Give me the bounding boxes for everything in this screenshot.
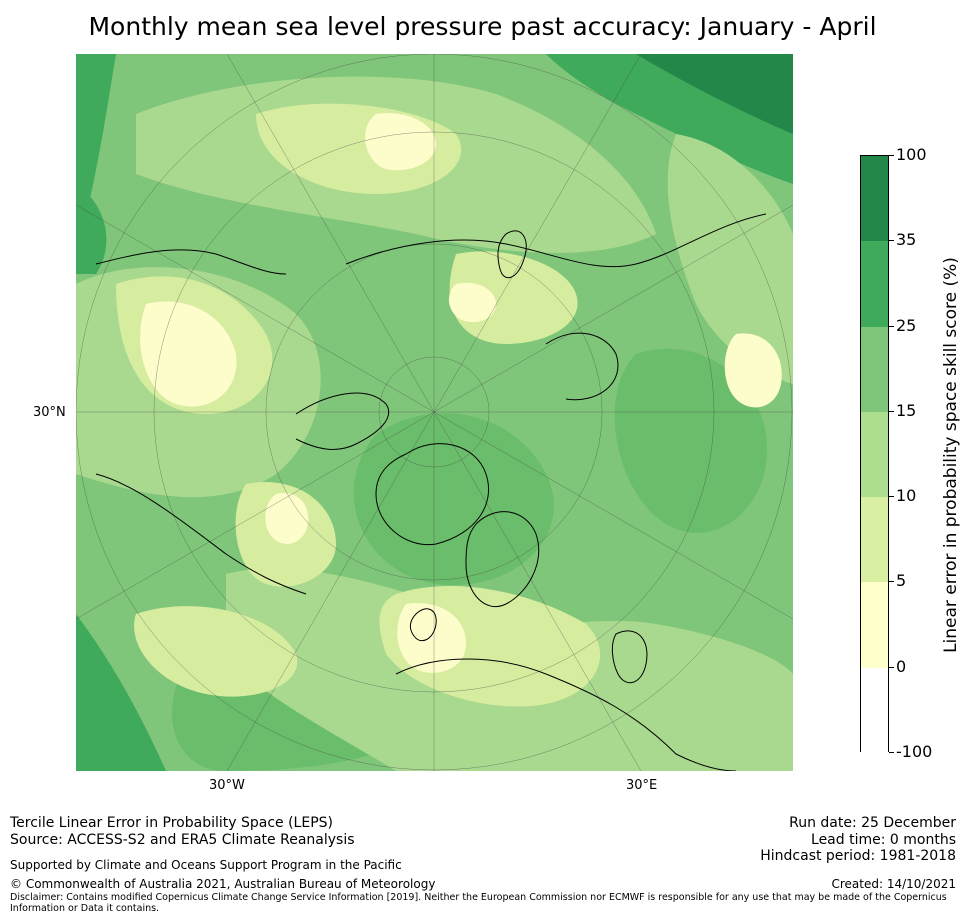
colorbar-tick-label: 5 [896, 571, 907, 591]
cream-spot-europe [397, 603, 466, 673]
mid-patch-center [353, 413, 554, 586]
coastlines [95, 213, 767, 771]
pale-field-siberia [449, 251, 578, 344]
north-america-coast [95, 473, 307, 595]
meridian-30e [433, 411, 642, 771]
colorbar-tick-label: 25 [896, 315, 917, 335]
cream-spot-arctic [448, 282, 496, 323]
light-field-southeast [605, 665, 793, 771]
footer-created: Created: 14/10/2021 [831, 877, 956, 891]
europe-coast [395, 658, 737, 771]
footer-source: Source: ACCESS-S2 and ERA5 Climate Reana… [10, 832, 355, 848]
meridian-150w [226, 54, 435, 413]
colorbar-segment [861, 411, 888, 498]
mid-patch-east [614, 348, 768, 533]
colorbar-segment [861, 326, 888, 413]
footer-disclaimer: Disclaimer: Contains modified Copernicus… [10, 892, 947, 914]
colorbar-tick-label: 0 [896, 656, 907, 676]
colorbar-tick-label: -100 [896, 742, 933, 761]
colorbar-tick-label: 100 [896, 145, 927, 164]
colorbar-tick-mark [889, 240, 894, 242]
colorbar-tick-label: 10 [896, 486, 917, 506]
novaya-zemlya-coast [497, 230, 527, 279]
dark-field-bottom-left [76, 614, 166, 771]
colorbar-tick-label: 35 [896, 230, 917, 250]
darkest-field-top-right [636, 54, 793, 134]
footer-run-date: Run date: 25 December [789, 815, 956, 831]
colorbar-tick-mark [889, 410, 894, 412]
meridian-120e [433, 204, 793, 413]
cream-spot-atlantic [265, 493, 309, 544]
footer-lead-time: Lead time: 0 months [811, 832, 956, 848]
scandinavia-coast [465, 511, 540, 607]
chart-title: Monthly mean sea level pressure past acc… [88, 12, 877, 41]
footer-support: Supported by Climate and Oceans Support … [10, 858, 402, 872]
caspian-coast [611, 630, 648, 684]
colorbar-segment [861, 497, 888, 583]
colorbar-tick-mark [889, 325, 894, 327]
uk-coast [409, 608, 437, 642]
meridian-120w [76, 204, 435, 413]
siberia-coast [345, 213, 767, 268]
colorbar-tick-label: 15 [896, 400, 917, 420]
dark-field-left [76, 184, 107, 274]
colorbar-title: Linear error in probability space skill … [941, 257, 961, 653]
footer-copyright: © Commonwealth of Australia 2021, Austra… [10, 877, 436, 891]
meridian-30w [226, 411, 435, 771]
lon-label-30e: 30°E [626, 778, 658, 793]
lon-label-30w: 30°W [209, 778, 245, 793]
colorbar-tick-mark [889, 752, 894, 753]
meridian-150e [433, 54, 642, 413]
cream-spot-east [724, 333, 782, 408]
cream-spot-north [365, 113, 436, 171]
colorbar-segment [861, 241, 888, 328]
colorbar-tick-mark [889, 581, 894, 583]
colorbar-segment [861, 156, 888, 242]
colorbar-tick-mark [889, 496, 894, 498]
footer-hindcast: Hindcast period: 1981-2018 [760, 848, 956, 864]
russia-north-coast [545, 332, 619, 401]
graticule [76, 54, 793, 771]
colorbar-segment [861, 667, 888, 754]
cream-spot-west [140, 301, 237, 407]
polar-map [76, 54, 793, 771]
footer-method: Tercile Linear Error in Probability Spac… [10, 815, 333, 831]
colorbar-segment [861, 582, 888, 669]
meridian-60w [76, 411, 435, 620]
colorbar-tick-mark [889, 155, 894, 156]
canada-arctic-coast [295, 392, 390, 450]
greenland-coast [375, 443, 490, 546]
light-field-east [667, 134, 793, 384]
meridian-60e [433, 411, 793, 620]
alaska-coast [95, 249, 287, 275]
colorbar-tick-mark [889, 666, 894, 668]
colorbar [860, 155, 889, 754]
lat-label-30n: 30°N [33, 405, 66, 420]
